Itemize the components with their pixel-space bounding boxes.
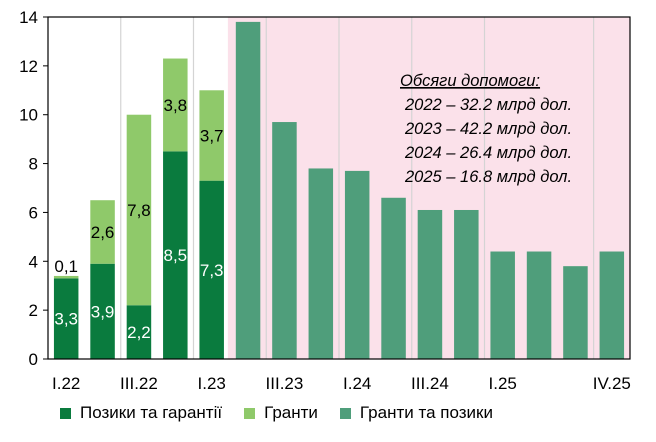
bar-Гранти та позики <box>454 209 479 359</box>
bar-Гранти та позики <box>344 170 370 359</box>
bar-Гранти та позики <box>272 122 297 360</box>
legend-swatch <box>339 407 351 419</box>
data-label: 7,8 <box>127 201 151 220</box>
legend-swatch <box>60 407 71 419</box>
bar-Позики та гарантії <box>126 305 152 359</box>
plot-frame <box>47 16 631 360</box>
bar-Позики та гарантії <box>53 278 79 359</box>
x-tick-label: I.24 <box>343 374 371 393</box>
data-label: 0,1 <box>54 257 78 276</box>
legend-item-loans: Позики та гарантії <box>60 403 222 423</box>
legend-label: Позики та гарантії <box>80 403 223 422</box>
x-tick-label: III.23 <box>266 374 304 393</box>
bar-Гранти та позики <box>381 197 406 359</box>
annotation-line: 2022 – 32.2 млрд дол. <box>404 96 572 114</box>
bar-Позики та гарантії <box>90 263 115 359</box>
data-label: 8,5 <box>163 246 187 265</box>
legend-label: Гранти та позики <box>359 403 493 422</box>
x-tick-label: IV.25 <box>593 374 631 393</box>
data-label: 2,6 <box>91 223 115 242</box>
x-tick-label: III.24 <box>411 374 449 393</box>
data-label: 3,3 <box>54 310 78 329</box>
legend-swatch <box>244 407 256 419</box>
bar-Гранти <box>199 90 224 181</box>
y-tick-label: 2 <box>29 301 38 320</box>
bar-Гранти <box>126 114 152 306</box>
x-tick-label: I.25 <box>489 374 517 393</box>
x-tick-label: I.22 <box>52 374 80 393</box>
annotation-line: 2025 – 16.8 млрд дол. <box>404 168 572 186</box>
legend-item-grants: Гранти <box>244 403 318 423</box>
data-label: 3,8 <box>163 96 187 115</box>
y-tick-label: 6 <box>29 203 38 222</box>
y-tick-label: 8 <box>29 155 38 174</box>
x-tick-label: III.22 <box>120 374 158 393</box>
data-label: 2,2 <box>127 323 151 342</box>
y-tick-label: 0 <box>29 350 38 369</box>
bar-Гранти <box>163 58 188 152</box>
bar-Позики та гарантії <box>199 180 224 359</box>
bar-Гранти та позики <box>526 251 552 359</box>
annotation-line: 2024 – 26.4 млрд дол. <box>404 144 572 162</box>
legend-item-grants-and-loans: Гранти та позики <box>339 403 493 423</box>
legend-label: Гранти <box>264 403 318 422</box>
x-tick-label: I.23 <box>198 374 226 393</box>
bar-Гранти та позики <box>308 168 334 359</box>
data-label: 3,7 <box>200 126 224 145</box>
y-tick-label: 10 <box>19 106 38 125</box>
annotation-title: Обсяги допомоги: <box>400 72 540 90</box>
annotation-line: 2023 – 42.2 млрд дол. <box>404 120 572 138</box>
bar-Гранти <box>90 200 115 264</box>
bar-Гранти та позики <box>417 209 443 359</box>
y-tick-label: 12 <box>19 57 38 76</box>
bar-Позики та гарантії <box>163 151 188 359</box>
bar-Гранти та позики <box>235 21 261 360</box>
data-label: 7,3 <box>200 261 224 280</box>
bar-Гранти та позики <box>563 266 588 359</box>
y-tick-label: 14 <box>19 8 38 27</box>
y-tick-label: 4 <box>29 252 38 271</box>
bar-Гранти та позики <box>599 251 625 359</box>
bar-Гранти <box>53 275 79 279</box>
bar-Гранти та позики <box>490 251 515 359</box>
chart-legend: Позики та гарантії Гранти Гранти та пози… <box>60 403 515 423</box>
data-label: 3,9 <box>91 302 115 321</box>
